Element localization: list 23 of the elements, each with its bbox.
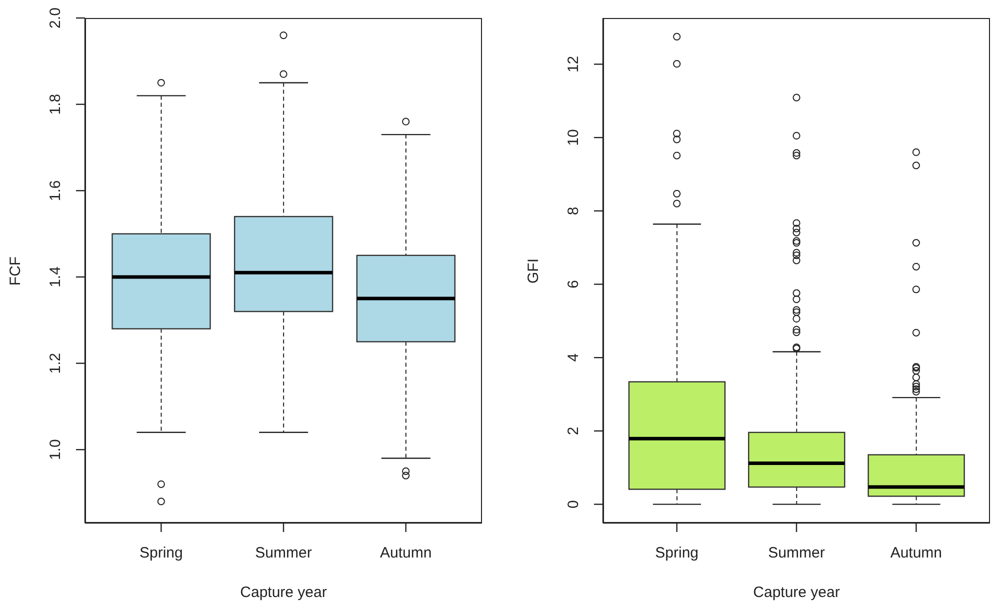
y-tick-label: 1.4	[46, 266, 64, 288]
y-tick-label: 6	[564, 280, 582, 288]
y-tick-label: 8	[564, 206, 582, 216]
y-axis-title: GFI	[525, 258, 542, 283]
x-tick-label: Summer	[768, 544, 825, 562]
x-tick-label: Autumn	[890, 544, 942, 562]
y-tick-label: 0	[564, 500, 582, 508]
y-tick-label: 2.0	[46, 8, 64, 28]
x-tick-label: Spring	[139, 544, 183, 562]
y-tick-label: 1.6	[46, 180, 64, 202]
x-axis-title: Capture year	[240, 584, 327, 601]
x-tick-label: Autumn	[380, 544, 432, 562]
y-tick-label: 12	[564, 56, 582, 73]
x-tick-label: Spring	[655, 544, 699, 562]
y-axis-title: FCF	[7, 256, 24, 286]
y-tick-label: 4	[564, 353, 582, 362]
y-tick-label: 2	[564, 426, 582, 436]
x-axis-title: Capture year	[753, 584, 840, 601]
y-tick-label: 1.2	[46, 352, 64, 374]
y-tick-label: 1.0	[46, 439, 64, 460]
x-tick-label: Summer	[255, 544, 312, 562]
y-tick-label: 10	[564, 129, 582, 146]
y-tick-label: 1.8	[46, 94, 64, 115]
